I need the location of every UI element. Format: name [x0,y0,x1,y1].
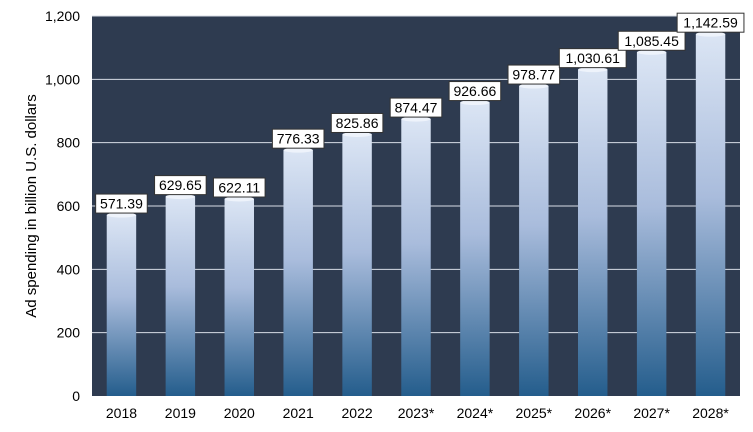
x-tick-label: 2019 [165,405,196,421]
data-labels: 571.39 629.65 622.11 776.33 825.86 874.47 926.… [95,12,745,214]
data-label-text: 874.47 [395,100,438,116]
data-label-box [676,12,745,33]
bar [695,31,726,396]
data-label: 1,085.45 [617,30,686,51]
bar-body [283,150,313,396]
data-label: 629.65 [154,175,207,196]
y-axis-ticks: 0 200 400 600 800 1,000 1,200 [45,8,80,404]
data-label: 776.33 [271,128,325,149]
bar [636,49,667,396]
bar [401,116,431,396]
bar-cap [460,100,490,106]
bar-cap [342,131,372,137]
bar-body [106,215,137,396]
bar-cap [578,67,608,73]
y-tick-label: 600 [57,198,81,214]
y-tick-label: 1,200 [45,8,80,24]
bar-cap [106,212,137,218]
data-label-box [507,64,561,85]
bar-body [401,119,431,396]
bar-cap [519,83,549,89]
bar [165,194,196,396]
bar-cap [283,147,313,153]
data-label: 1,030.61 [558,48,627,69]
data-label-text: 776.33 [277,131,320,147]
x-tick-label: 2024* [457,405,494,421]
y-tick-label: 400 [57,261,81,277]
bar-body [165,196,196,396]
bar-cap [695,31,726,37]
data-label-box [95,193,148,214]
bar-body [342,134,372,396]
x-tick-label: 2020 [224,405,255,421]
bar [106,212,137,396]
data-label-text: 1,030.61 [565,50,620,66]
x-tick-label: 2022 [342,405,373,421]
x-tick-label: 2026* [574,405,611,421]
x-tick-label: 2025* [516,405,553,421]
x-tick-label: 2023* [398,405,435,421]
data-label-text: 926.66 [453,83,496,99]
data-label-text: 1,085.45 [624,33,679,49]
y-axis-label: Ad spending in billion U.S. dollars [23,94,40,317]
data-label-box [212,177,266,198]
data-label-box [558,48,627,69]
y-tick-label: 1,000 [45,71,80,87]
bar-cap [224,196,254,202]
x-tick-label: 2021 [283,405,314,421]
data-label: 926.66 [448,81,502,102]
bar [342,131,372,396]
y-tick-label: 800 [57,135,81,151]
y-tick-label: 200 [57,325,81,341]
bar [283,147,313,396]
data-label-box [448,81,502,102]
data-label: 978.77 [507,64,561,85]
bar [578,67,608,396]
bar [519,83,549,397]
data-label: 571.39 [95,193,148,214]
bar-body [578,69,608,396]
bar-body [636,52,667,396]
bar-body [695,34,726,396]
data-label-text: 978.77 [512,67,555,83]
bars [106,31,726,397]
bar-cap [636,49,667,55]
data-label-text: 622.11 [218,179,260,195]
data-label: 1,142.59 [676,12,745,33]
data-label-box [271,128,325,149]
x-tick-label: 2018 [106,405,137,421]
x-tick-label: 2027* [633,405,670,421]
data-label-box [330,112,384,133]
data-label-text: 571.39 [100,196,143,212]
bar [224,196,254,396]
x-axis-ticks: 2018 2019 2020 2021 2022 2023* 2024* 2025* 2026*… [106,405,730,421]
data-label-box [154,175,207,196]
bar-body [460,102,490,396]
data-label-box [389,97,443,118]
bar-cap [165,194,196,200]
data-label: 622.11 [212,177,266,198]
bar-cap [401,116,431,122]
bar-body [519,86,549,397]
data-label-text: 629.65 [159,177,202,193]
data-label: 874.47 [389,97,443,118]
data-label-box [617,30,686,51]
bar-body [224,198,254,396]
bar [460,100,490,396]
data-label-text: 1,142.59 [683,15,738,31]
data-label: 825.86 [330,112,384,133]
x-tick-label: 2028* [692,405,729,421]
y-tick-label: 0 [72,388,80,404]
data-label-text: 825.86 [336,115,379,131]
